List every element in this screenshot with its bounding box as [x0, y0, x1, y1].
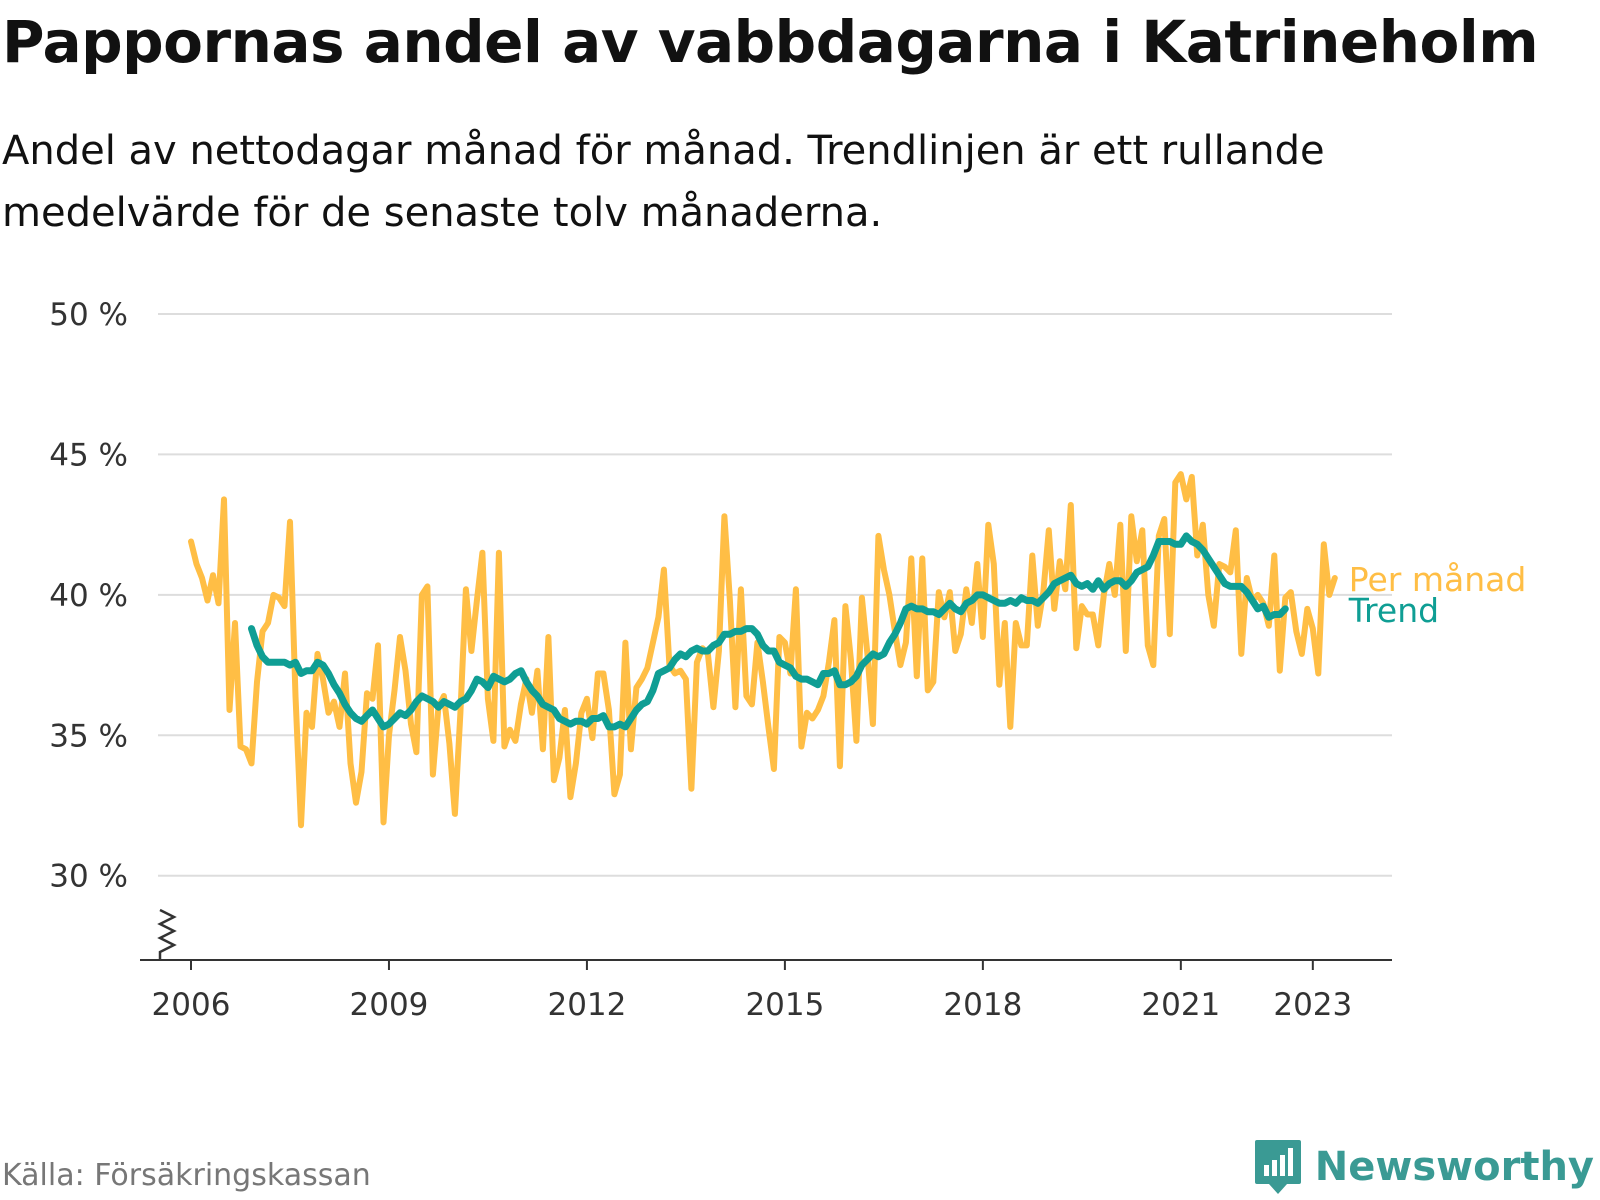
- source-note: Källa: Försäkringskassan: [2, 1158, 371, 1193]
- x-axis-ticks: 2006 2009 2012 2015 2018 2021 2023: [152, 960, 1352, 1023]
- x-tick-label: 2015: [745, 987, 824, 1023]
- y-tick-label: 40 %: [49, 578, 128, 614]
- x-tick-label: 2006: [152, 987, 231, 1023]
- chart-subtitle: Andel av nettodagar månad för månad. Tre…: [2, 128, 1325, 236]
- line-chart: 30 % 35 % 40 % 45 % 50 % 2006 2009 2012 2015 201…: [49, 297, 1527, 1023]
- brand-name: Newsworthy: [1314, 1144, 1594, 1190]
- y-tick-label: 45 %: [49, 437, 128, 473]
- newsworthy-logo-icon: [1254, 1140, 1301, 1194]
- series-label-per-manad: Per månad: [1349, 560, 1527, 599]
- x-tick-label: 2009: [350, 987, 429, 1023]
- chart-title: Pappornas andel av vabbdagarna i Katrine…: [2, 8, 1539, 76]
- y-tick-label: 50 %: [49, 297, 128, 333]
- x-axis: [140, 908, 1392, 961]
- axis-break-icon: [157, 908, 177, 960]
- y-tick-label: 30 %: [49, 859, 128, 895]
- y-axis-ticks: 30 % 35 % 40 % 45 % 50 %: [49, 297, 128, 895]
- x-tick-label: 2023: [1273, 987, 1352, 1023]
- series-label-trend: Trend: [1348, 591, 1439, 630]
- x-tick-label: 2018: [943, 987, 1022, 1023]
- brand-logo[interactable]: Newsworthy: [1253, 1138, 1594, 1196]
- series-line-trend: [248, 532, 1289, 731]
- y-tick-label: 35 %: [49, 718, 128, 754]
- series-lines: [188, 471, 1338, 829]
- x-tick-label: 2012: [547, 987, 626, 1023]
- x-tick-label: 2021: [1141, 987, 1220, 1023]
